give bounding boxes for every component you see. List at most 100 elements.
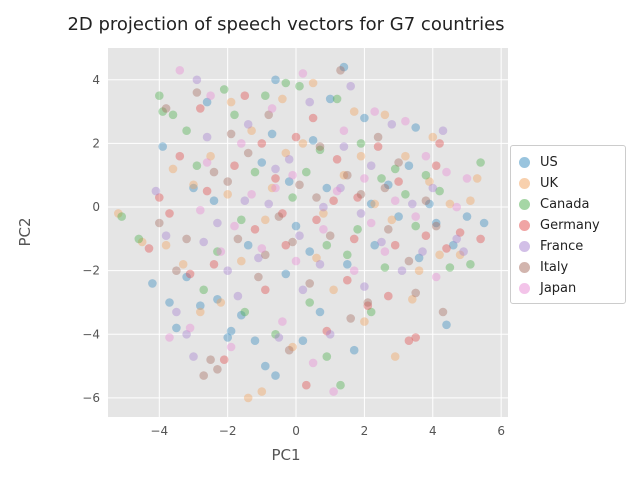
scatter-point-france [366,161,376,170]
scatter-point-germany [271,174,280,183]
scatter-point-uk [237,256,246,266]
scatter-point-germany [196,104,205,113]
scatter-point-japan [288,170,297,180]
scatter-point-germany [442,244,451,253]
scatter-point-uk [401,151,410,161]
scatter-point-us [284,177,294,186]
scatter-point-uk [267,183,277,193]
scatter-point-france [387,120,397,129]
scatter-point-france [295,231,304,240]
scatter-point-japan [175,66,185,75]
scatter-point-germany [332,155,342,164]
chart-legend: US UK Canada Germany France Italy Japan [510,145,626,304]
scatter-point-uk [408,295,417,304]
scatter-point-japan [421,151,431,161]
scatter-point-us [305,247,315,256]
y-tick-label: 0 [92,200,100,214]
scatter-point-uk [414,266,424,276]
scatter-point-uk [196,307,205,317]
scatter-point-germany [175,151,185,161]
scatter-point-canada [302,167,311,177]
scatter-point-france [284,155,294,164]
scatter-point-germany [373,142,383,151]
legend-item-france: France [519,236,619,257]
scatter-point-us [414,253,424,263]
scatter-point-japan [329,387,338,396]
x-axis-label: PC1 [271,446,300,464]
scatter-point-us [165,298,174,307]
legend-marker [519,157,530,168]
scatter-points [114,62,489,403]
scatter-point-canada [435,186,444,196]
scatter-point-italy [312,193,321,202]
scatter-point-germany [155,193,164,202]
legend-label: Italy [540,260,569,275]
scatter-point-france [438,126,448,135]
scatter-point-japan [349,266,359,276]
y-tick-label: −6 [82,391,100,405]
legend-item-germany: Germany [519,215,619,236]
scatter-point-uk [288,342,297,352]
scatter-point-italy [404,256,414,266]
scatter-point-us [322,183,332,193]
scatter-point-france [233,291,243,301]
scatter-point-uk [137,237,147,247]
scatter-point-italy [305,279,315,288]
scatter-point-italy [206,355,215,365]
scatter-point-japan [257,244,267,253]
scatter-point-japan [247,190,256,199]
scatter-point-italy [155,218,164,228]
scatter-point-italy [336,66,345,75]
scatter-point-germany [431,161,441,170]
scatter-point-canada [134,234,144,244]
scatter-point-us [339,62,349,72]
scatter-point-canada [288,193,297,202]
scatter-point-germany [363,301,373,311]
legend-label: France [540,239,584,254]
scatter-point-japan [366,218,376,228]
scatter-point-canada [380,263,390,272]
scatter-point-italy [161,104,171,113]
scatter-point-canada [322,352,332,361]
scatter-point-germany [165,209,174,218]
scatter-point-uk [339,170,349,180]
scatter-point-japan [271,183,280,193]
scatter-point-germany [257,139,267,148]
x-tick-label: 2 [361,424,369,438]
scatter-point-japan [390,196,400,205]
y-axis-label: PC2 [16,217,34,246]
scatter-point-canada [305,298,315,307]
scatter-point-france [356,209,366,218]
scatter-point-japan [298,69,308,78]
x-tick-label: 6 [497,424,505,438]
scatter-point-canada [401,190,410,199]
scatter-point-canada [271,330,280,339]
scatter-point-canada [353,225,362,234]
scatter-point-uk [390,352,400,361]
y-tick-label: 4 [92,73,100,87]
scatter-point-germany [353,193,362,202]
scatter-point-us [366,199,376,209]
scatter-point-us [250,336,260,346]
scatter-point-france [274,333,284,342]
scatter-point-uk [387,215,397,225]
scatter-point-france [199,237,208,247]
scatter-point-canada [261,91,270,100]
scatter-point-japan [226,342,236,352]
scatter-point-us [213,295,222,304]
scatter-point-us [343,260,352,269]
scatter-point-uk [247,126,256,135]
scatter-point-us [384,180,393,190]
scatter-point-germany [390,240,400,250]
scatter-point-japan [442,167,451,177]
scatter-point-italy [411,288,421,298]
scatter-point-italy [363,298,373,307]
scatter-point-uk [445,199,455,209]
scatter-point-canada [158,107,167,116]
scatter-point-france [264,199,274,209]
scatter-point-germany [250,225,260,234]
scatter-point-uk [189,180,198,190]
scatter-point-italy [172,266,181,276]
scatter-point-germany [394,177,403,186]
scatter-point-uk [226,97,236,107]
